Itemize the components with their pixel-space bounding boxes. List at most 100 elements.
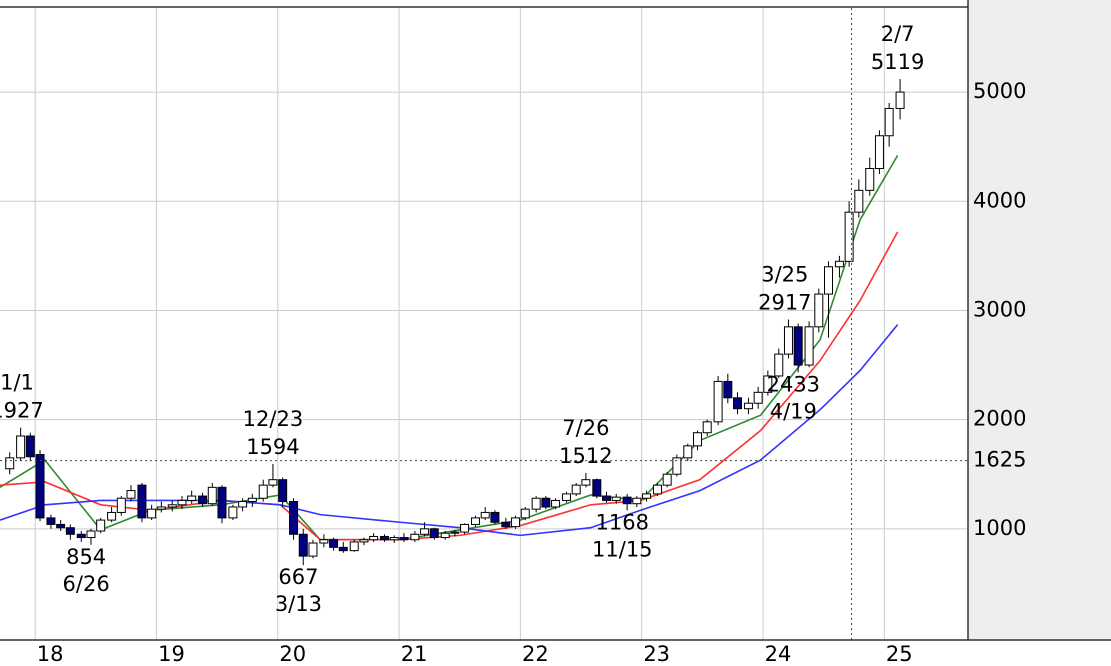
x-tick-label: 20 bbox=[279, 642, 306, 666]
candle-body bbox=[692, 432, 702, 447]
candle-body bbox=[834, 260, 844, 268]
annotation-date: 7/26 bbox=[562, 416, 609, 440]
candle-body bbox=[763, 375, 773, 393]
candle-body bbox=[126, 490, 136, 499]
candle-body bbox=[420, 528, 430, 535]
candle-body bbox=[5, 457, 15, 470]
x-tick-label: 18 bbox=[37, 642, 64, 666]
candle-body bbox=[217, 486, 227, 519]
candle-body bbox=[65, 527, 75, 535]
annotation-date: 12/23 bbox=[243, 407, 304, 431]
candle-body bbox=[107, 511, 117, 521]
candle-body bbox=[480, 511, 490, 519]
candle-body bbox=[298, 533, 308, 557]
candle-body bbox=[884, 107, 894, 137]
candle-body bbox=[177, 499, 187, 506]
candle-body bbox=[289, 501, 299, 535]
candle-body bbox=[652, 484, 662, 495]
candle-body bbox=[147, 508, 157, 519]
candle-body bbox=[683, 445, 693, 459]
candle-body bbox=[56, 523, 66, 529]
candle-body bbox=[450, 531, 460, 534]
candle-body bbox=[865, 168, 875, 191]
candle-body bbox=[207, 486, 217, 505]
candle-body bbox=[490, 511, 500, 523]
candle-body bbox=[349, 541, 359, 552]
candle-body bbox=[429, 528, 439, 539]
candle-body bbox=[247, 497, 257, 503]
candle-body bbox=[895, 91, 905, 109]
annotation-date: 3/13 bbox=[275, 592, 322, 616]
annotation-value: 854 bbox=[66, 545, 106, 569]
candle-body bbox=[228, 506, 238, 519]
annotation-value: 1168 bbox=[596, 510, 649, 534]
annotation-value: 2433 bbox=[767, 372, 820, 396]
candle-body bbox=[238, 501, 248, 508]
x-tick-label: 24 bbox=[765, 642, 792, 666]
candle-body bbox=[723, 380, 733, 399]
candle-body bbox=[511, 517, 521, 528]
annotation-value: 1512 bbox=[559, 444, 612, 468]
candle-body bbox=[35, 454, 45, 519]
candle-body bbox=[602, 495, 612, 501]
candle-body bbox=[824, 266, 834, 295]
candle-body bbox=[399, 537, 409, 541]
candle-body bbox=[733, 397, 743, 410]
candle-body bbox=[308, 542, 318, 557]
candle-body bbox=[793, 326, 803, 366]
candle-body bbox=[268, 479, 278, 486]
candle-body bbox=[753, 391, 763, 404]
candle-body bbox=[501, 521, 511, 528]
candle-body bbox=[96, 519, 106, 532]
annotation-date: 11/15 bbox=[592, 537, 653, 561]
candle-body bbox=[783, 326, 793, 355]
candle-body bbox=[774, 353, 784, 377]
x-tick-label: 25 bbox=[886, 642, 913, 666]
candle-body bbox=[592, 479, 602, 497]
y-tick-label: 1000 bbox=[973, 516, 1026, 540]
x-tick-label: 19 bbox=[158, 642, 185, 666]
candle-body bbox=[713, 380, 723, 423]
candle-body bbox=[278, 479, 288, 503]
candle-body bbox=[702, 421, 712, 434]
candle-body bbox=[632, 497, 642, 505]
candle-body bbox=[380, 535, 390, 541]
candles bbox=[5, 79, 905, 566]
candle-body bbox=[167, 504, 177, 508]
annotation-date: 2/7 bbox=[881, 22, 915, 46]
candle-body bbox=[874, 135, 884, 170]
y-tick-label: 5000 bbox=[973, 79, 1026, 103]
candle-body bbox=[743, 402, 753, 410]
candle-body bbox=[319, 539, 329, 544]
annotation-value: 667 bbox=[278, 565, 318, 589]
candle-body bbox=[581, 479, 591, 486]
candle-body bbox=[338, 546, 348, 552]
candle-body bbox=[359, 539, 369, 543]
candle-body bbox=[156, 506, 166, 510]
annotation-value: 2917 bbox=[758, 291, 811, 315]
x-tick-label: 21 bbox=[401, 642, 428, 666]
candle-body bbox=[440, 532, 450, 539]
candle-body bbox=[541, 497, 551, 508]
candle-body bbox=[571, 484, 581, 495]
crosshair-label: 1625 bbox=[973, 448, 1026, 472]
moving-average-line bbox=[0, 154, 899, 541]
y-tick-label: 3000 bbox=[973, 297, 1026, 321]
y-tick-label: 2000 bbox=[973, 407, 1026, 431]
x-tick-label: 23 bbox=[643, 642, 670, 666]
candle-body bbox=[16, 435, 26, 459]
candle-body bbox=[622, 496, 632, 505]
candle-body bbox=[611, 496, 621, 501]
moving-average-line bbox=[0, 231, 899, 541]
candle-body bbox=[662, 473, 672, 486]
moving-averages bbox=[0, 154, 899, 541]
grid bbox=[0, 7, 968, 640]
annotation-value: 1594 bbox=[246, 435, 299, 459]
candle-body bbox=[844, 211, 854, 262]
candle-body bbox=[25, 435, 35, 458]
candle-body bbox=[672, 457, 682, 475]
